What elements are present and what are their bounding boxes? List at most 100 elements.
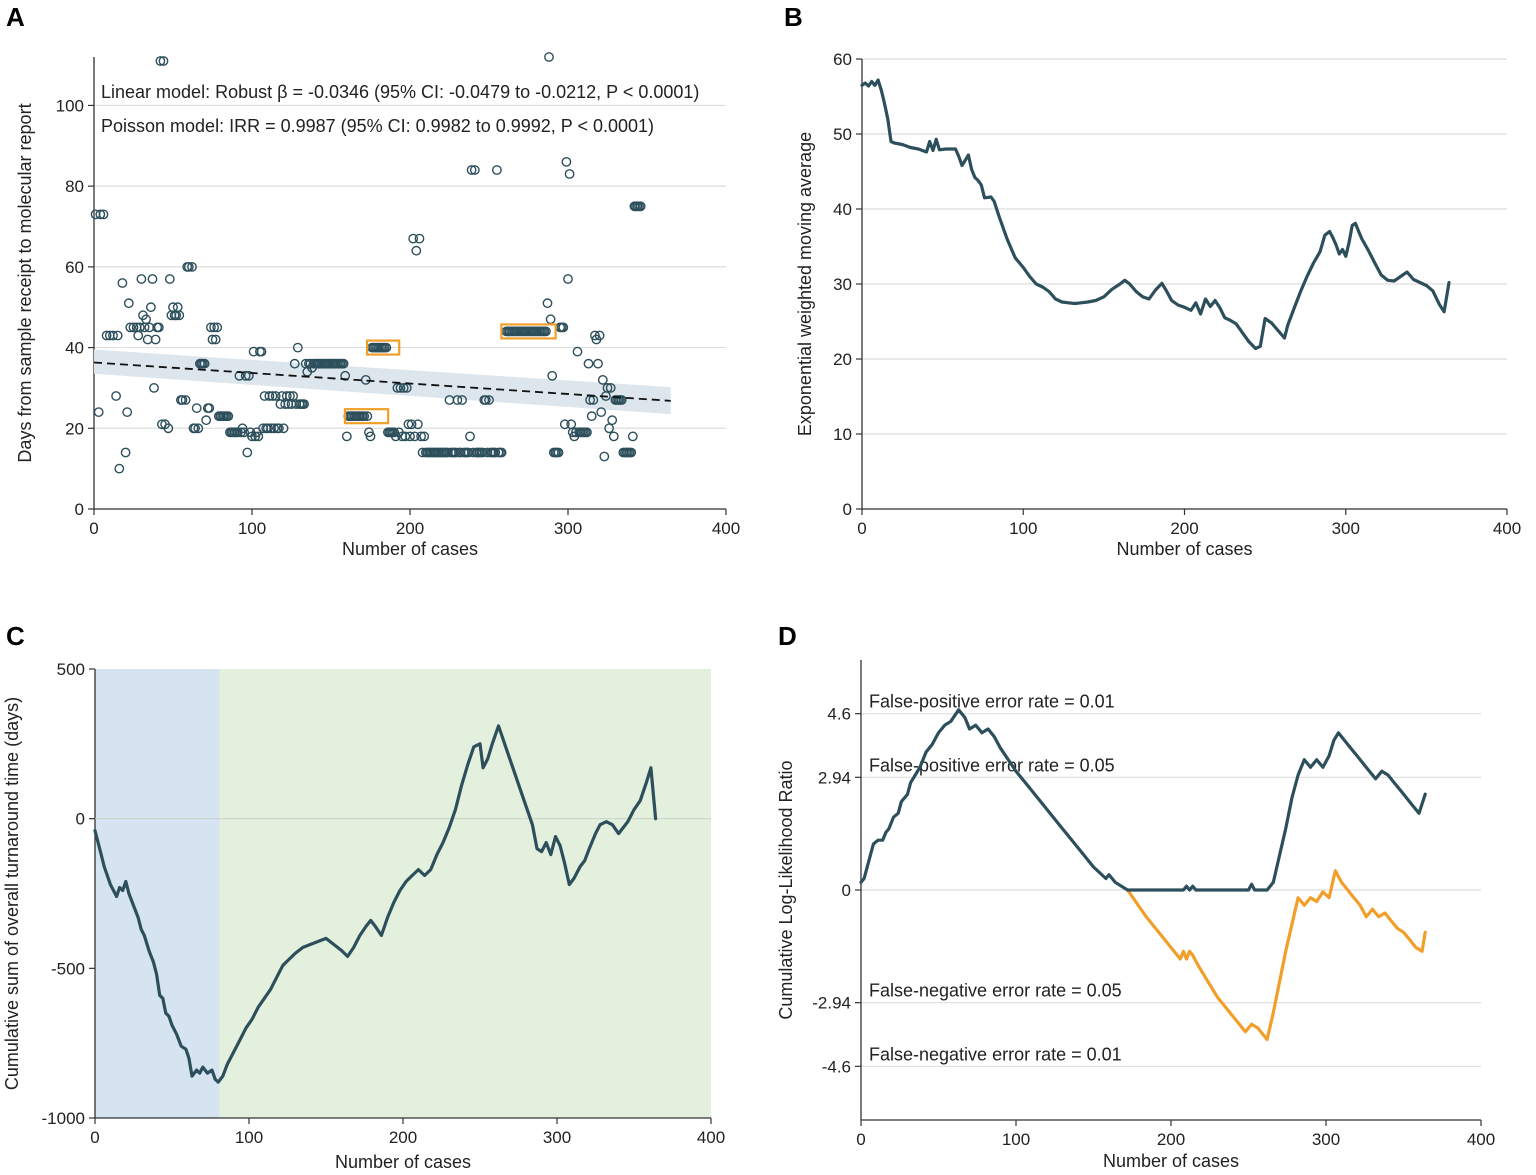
b-x-tick-label: 200 bbox=[1170, 519, 1198, 538]
c-x-tick-label: 0 bbox=[90, 1128, 99, 1147]
a-data-point bbox=[256, 346, 267, 357]
a-data-point bbox=[267, 391, 278, 401]
d-label-fn-001: False-negative error rate = 0.01 bbox=[869, 1044, 1122, 1064]
a-data-point bbox=[239, 427, 250, 438]
c-y-tick-label: 500 bbox=[57, 660, 85, 679]
d-x-tick-label: 300 bbox=[1312, 1130, 1340, 1149]
a-data-point bbox=[223, 411, 234, 422]
b-y-tick-label: 20 bbox=[833, 350, 852, 369]
a-data-point bbox=[457, 395, 467, 405]
a-data-point bbox=[243, 370, 254, 381]
a-data-point bbox=[406, 419, 417, 430]
b-y-axis-label: Exponential weighted moving average bbox=[795, 132, 815, 436]
a-highlight-box bbox=[365, 339, 401, 356]
c-shaded-region-green bbox=[219, 669, 712, 1118]
a-data-point bbox=[416, 431, 426, 442]
a-data-point bbox=[149, 382, 159, 393]
a-data-point bbox=[466, 165, 477, 175]
d-lower-series-line bbox=[1125, 869, 1427, 1042]
a-data-point bbox=[150, 334, 161, 345]
b-y-tick-label: 10 bbox=[833, 425, 852, 444]
panel-label-d: D bbox=[778, 621, 797, 651]
d-upper-series-line bbox=[859, 708, 1427, 892]
a-data-point bbox=[273, 423, 284, 434]
a-data-point bbox=[205, 322, 216, 333]
a-data-point bbox=[395, 382, 406, 393]
c-y-tick-label: -1000 bbox=[42, 1109, 85, 1128]
d-x-tick-label: 0 bbox=[856, 1130, 865, 1149]
c-x-tick-label: 400 bbox=[697, 1128, 725, 1147]
a-y-tick-label: 40 bbox=[65, 339, 84, 358]
a-data-point bbox=[93, 407, 104, 417]
a-data-point bbox=[190, 423, 201, 434]
a-data-point bbox=[635, 201, 646, 212]
b-y-tick-label: 0 bbox=[843, 500, 852, 519]
a-data-point bbox=[599, 451, 610, 462]
a-data-point bbox=[289, 358, 300, 369]
a-data-point bbox=[553, 447, 564, 458]
panel-b-ewma: 0 100 200 300 400 0 10 20 30 40 50 60 Number of case… bbox=[795, 50, 1521, 559]
a-data-point bbox=[262, 423, 273, 434]
a-data-point bbox=[558, 322, 569, 333]
a-data-point bbox=[408, 233, 419, 244]
a-data-point bbox=[586, 411, 597, 422]
a-linear-model-annotation: Linear model: Robust β = -0.0346 (95% CI… bbox=[101, 82, 699, 102]
a-data-point bbox=[180, 395, 191, 405]
a-data-point bbox=[561, 156, 572, 167]
a-data-point bbox=[155, 56, 166, 66]
a-data-point bbox=[142, 334, 153, 345]
a-data-point bbox=[359, 411, 370, 422]
c-x-tick-label: 300 bbox=[543, 1128, 571, 1147]
a-data-point bbox=[242, 447, 253, 458]
a-data-point bbox=[491, 165, 502, 175]
a-data-point bbox=[147, 274, 158, 284]
a-data-point bbox=[604, 423, 614, 434]
a-data-point bbox=[292, 342, 303, 353]
panel-label-c: C bbox=[6, 621, 25, 651]
a-data-point bbox=[597, 374, 608, 385]
a-data-point bbox=[177, 395, 188, 405]
d-y-tick-label: 4.6 bbox=[827, 705, 851, 724]
a-data-point bbox=[201, 415, 212, 426]
b-series-line bbox=[860, 78, 1451, 351]
c-x-axis-label: Number of cases bbox=[335, 1152, 471, 1172]
a-y-tick-label: 20 bbox=[65, 419, 84, 438]
a-data-point bbox=[627, 431, 638, 442]
a-data-point bbox=[212, 322, 223, 333]
a-poisson-model-annotation: Poisson model: IRR = 0.9987 (95% CI: 0.9… bbox=[101, 116, 654, 136]
a-data-point bbox=[465, 431, 475, 442]
a-data-point bbox=[163, 423, 174, 434]
panel-label-a: A bbox=[6, 2, 25, 32]
a-data-point bbox=[164, 274, 175, 284]
a-data-point bbox=[596, 407, 607, 417]
b-x-tick-label: 0 bbox=[857, 519, 866, 538]
a-data-point bbox=[411, 245, 422, 256]
a-data-point bbox=[559, 419, 570, 430]
a-data-point bbox=[108, 330, 118, 341]
c-y-axis-label: Cumulative sum of overall turnaround tim… bbox=[2, 697, 22, 1090]
a-x-tick-label: 0 bbox=[89, 519, 98, 538]
a-data-point bbox=[419, 431, 430, 442]
a-data-point bbox=[365, 431, 376, 442]
a-data-point bbox=[608, 431, 619, 442]
a-data-point bbox=[381, 342, 392, 353]
c-x-tick-label: 100 bbox=[235, 1128, 263, 1147]
a-data-point bbox=[299, 399, 309, 409]
a-data-point bbox=[496, 447, 507, 458]
a-data-point bbox=[400, 431, 411, 442]
b-y-tick-label: 60 bbox=[833, 50, 852, 69]
a-data-point bbox=[207, 334, 218, 345]
a-data-point bbox=[602, 382, 613, 393]
a-data-point bbox=[264, 391, 275, 401]
d-y-tick-label: -4.6 bbox=[822, 1057, 851, 1076]
a-data-point bbox=[134, 322, 145, 333]
a-data-point bbox=[338, 358, 349, 369]
a-data-point bbox=[405, 431, 415, 442]
panel-d-sprt: 0 100 200 300 400 -4.6 -2.94 0 2.94 4.6 Number of … bbox=[776, 660, 1495, 1171]
a-y-tick-label: 60 bbox=[65, 258, 84, 277]
b-x-tick-label: 300 bbox=[1332, 519, 1360, 538]
a-data-point bbox=[412, 419, 423, 430]
a-data-point bbox=[133, 330, 144, 341]
a-data-point bbox=[136, 274, 147, 284]
